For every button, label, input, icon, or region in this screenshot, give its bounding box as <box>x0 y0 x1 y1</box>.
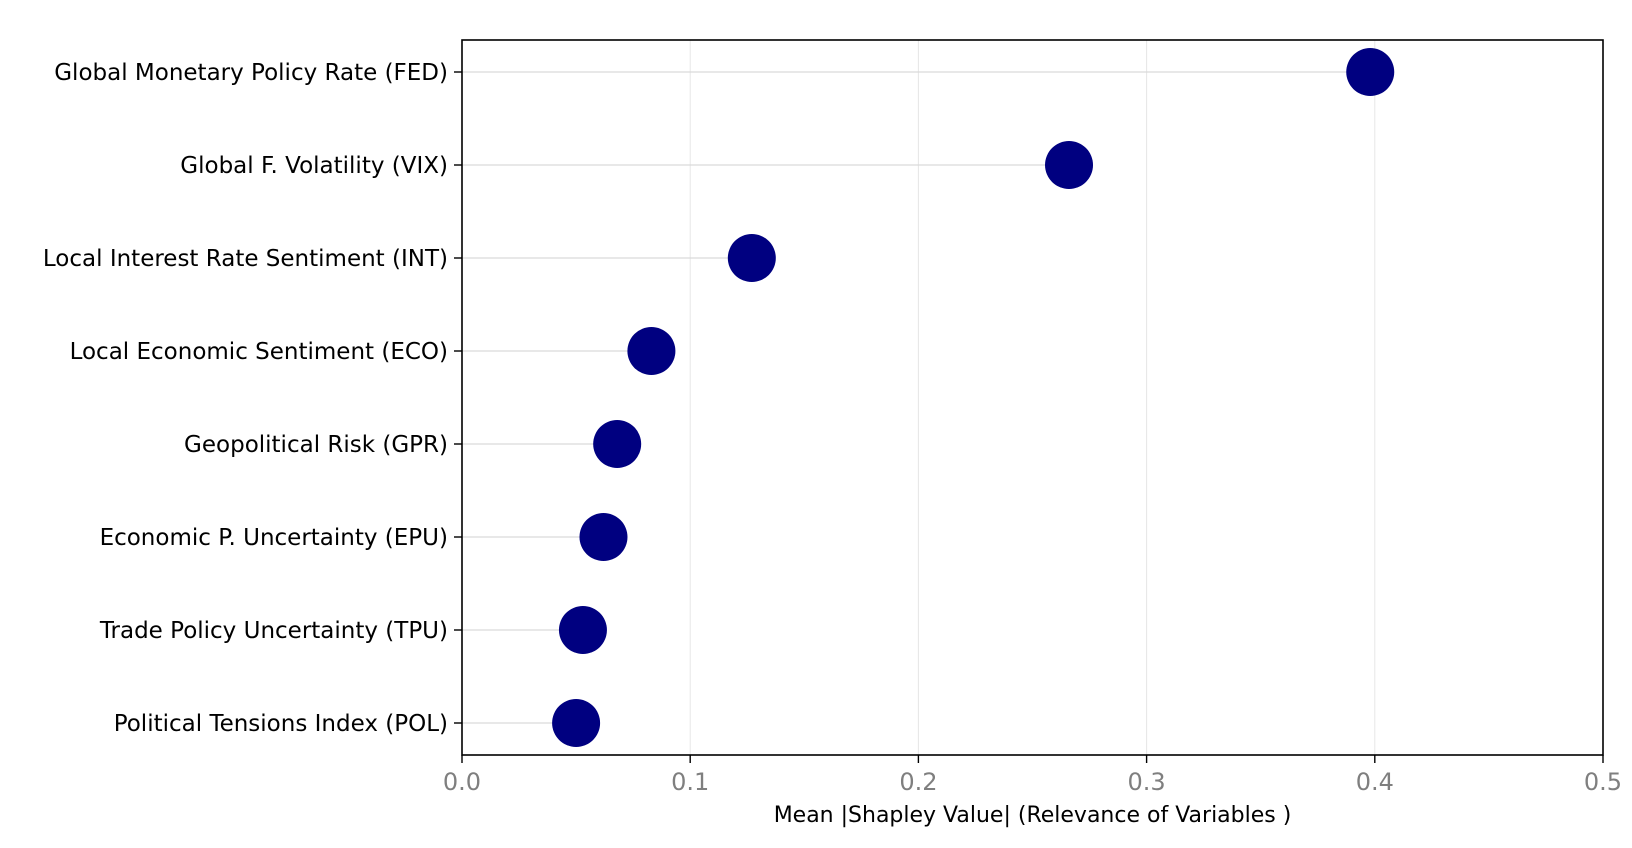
point-layer <box>552 48 1395 747</box>
plot-frame <box>461 39 1604 756</box>
data-point <box>558 606 607 654</box>
x-tick-label: 0.5 <box>1584 768 1622 796</box>
x-tick-label: 0.1 <box>671 768 709 796</box>
y-category-label: Trade Policy Uncertainty (TPU) <box>99 618 448 644</box>
data-point <box>1346 48 1395 96</box>
y-category-label: Geopolitical Risk (GPR) <box>184 432 448 458</box>
x-axis-label: Mean |Shapley Value| (Relevance of Varia… <box>774 803 1292 828</box>
x-tick-label: 0.0 <box>443 768 481 796</box>
y-category-label: Political Tensions Index (POL) <box>114 711 448 737</box>
y-category-label: Local Interest Rate Sentiment (INT) <box>43 246 448 272</box>
data-point <box>552 699 601 747</box>
data-point <box>627 327 676 375</box>
data-point <box>1045 141 1094 189</box>
y-category-label: Local Economic Sentiment (ECO) <box>70 339 448 365</box>
tick-layer: 0.0 0.1 0.2 0.3 0.4 0.5 Global Monetary Policy… <box>43 60 1622 796</box>
data-point <box>727 234 776 282</box>
x-tick-label: 0.3 <box>1128 768 1166 796</box>
y-category-label: Global F. Volatility (VIX) <box>180 153 448 179</box>
grid-layer <box>461 40 1604 755</box>
y-category-label: Global Monetary Policy Rate (FED) <box>54 60 448 86</box>
y-category-label: Economic P. Uncertainty (EPU) <box>100 525 448 551</box>
data-point <box>593 420 642 468</box>
data-point <box>579 513 628 561</box>
x-tick-label: 0.2 <box>899 768 937 796</box>
x-tick-label: 0.4 <box>1356 768 1394 796</box>
